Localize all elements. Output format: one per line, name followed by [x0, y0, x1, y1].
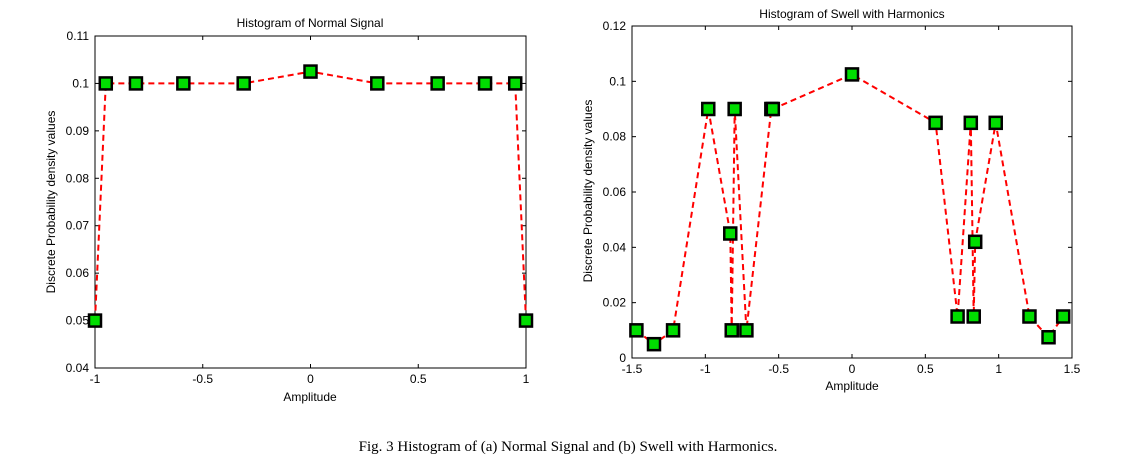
- data-point-marker: [701, 101, 716, 117]
- y-tick-label: 0.09: [66, 124, 90, 138]
- data-point-marker: [430, 76, 445, 91]
- x-tick-label: 0.5: [917, 362, 934, 376]
- x-tick-label: 0: [849, 362, 856, 376]
- y-tick-label: 0.06: [66, 266, 90, 280]
- data-point-marker: [236, 76, 251, 91]
- data-point-marker: [1022, 309, 1037, 324]
- data-point-marker: [988, 115, 1003, 131]
- data-point-marker: [844, 67, 860, 82]
- x-tick-label: -1: [700, 362, 711, 376]
- data-point-marker: [1055, 309, 1071, 324]
- data-point-marker: [665, 323, 681, 338]
- x-tick-label: 0.5: [410, 372, 427, 386]
- y-tick-label: 0: [619, 351, 626, 365]
- y-tick-label: 0.11: [67, 29, 90, 43]
- x-tick-label: -0.5: [192, 372, 213, 386]
- data-point-marker: [727, 101, 742, 117]
- data-point-marker: [646, 336, 662, 352]
- data-point-marker: [518, 313, 534, 328]
- figure-caption: Fig. 3 Histogram of (a) Normal Signal an…: [359, 439, 778, 455]
- series-line: [635, 73, 1065, 346]
- chart-title: Histogram of Swell with Harmonics: [759, 7, 944, 21]
- data-point-marker: [87, 313, 103, 328]
- chart-title: Histogram of Normal Signal: [237, 16, 384, 30]
- data-point-marker: [739, 323, 754, 338]
- y-tick-label: 0.1: [72, 76, 89, 90]
- data-point-marker: [370, 76, 385, 91]
- y-tick-label: 0.08: [66, 171, 90, 185]
- plot-area: [94, 35, 527, 369]
- chart-normal-signal: Histogram of Normal Signal Amplitude Dis…: [44, 16, 534, 404]
- data-point-marker: [967, 234, 983, 250]
- data-point-marker: [928, 115, 943, 131]
- x-axis-label: Amplitude: [283, 390, 337, 404]
- y-tick-label: 0.04: [66, 361, 90, 375]
- y-axis-label: Discrete Probability density values: [44, 111, 58, 294]
- y-tick-label: 0.06: [603, 185, 627, 199]
- y-tick-label: 0.04: [603, 240, 627, 254]
- data-point-marker: [963, 115, 979, 131]
- x-tick-label: 1.5: [1064, 362, 1081, 376]
- y-tick-label: 0.02: [603, 296, 627, 310]
- data-point-marker: [477, 76, 493, 91]
- data-point-marker: [765, 101, 781, 117]
- x-tick-label: -1.5: [622, 362, 643, 376]
- data-point-marker: [1041, 330, 1056, 345]
- data-point-marker: [629, 323, 644, 338]
- y-tick-label: 0.07: [66, 219, 90, 233]
- x-tick-label: 1: [995, 362, 1002, 376]
- y-tick-label: 0.12: [603, 19, 627, 33]
- x-tick-label: 0: [307, 372, 314, 386]
- x-axis-label: Amplitude: [825, 379, 879, 393]
- x-tick-label: 1: [523, 372, 530, 386]
- data-point-marker: [950, 309, 965, 324]
- y-tick-label: 0.08: [603, 130, 627, 144]
- data-point-marker: [723, 226, 738, 241]
- y-tick-label: 0.05: [66, 314, 90, 328]
- data-point-marker: [303, 64, 318, 79]
- data-point-marker: [724, 323, 739, 338]
- data-point-marker: [98, 76, 114, 91]
- data-point-marker: [507, 76, 523, 91]
- x-tick-label: -1: [90, 372, 101, 386]
- data-point-marker: [966, 309, 981, 324]
- data-point-marker: [176, 76, 191, 91]
- data-point-marker: [128, 76, 144, 91]
- x-tick-label: -0.5: [768, 362, 789, 376]
- chart-swell-harmonics: Histogram of Swell with Harmonics Amplit…: [581, 7, 1081, 393]
- y-tick-label: 0.1: [609, 74, 626, 88]
- y-axis-label: Discrete Probability density values: [581, 100, 595, 283]
